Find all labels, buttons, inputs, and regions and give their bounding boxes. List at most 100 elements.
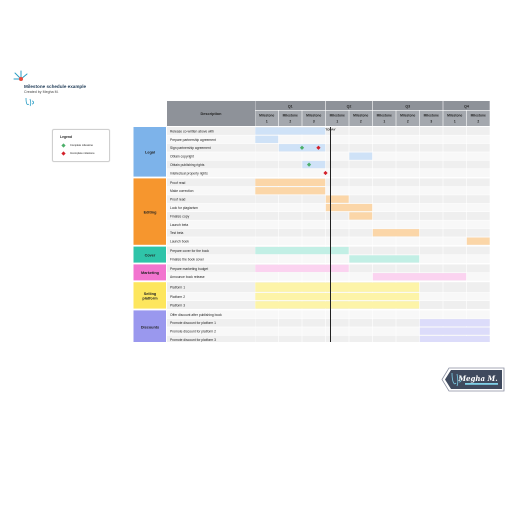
- task-row: [167, 335, 255, 344]
- grid-cell: [349, 186, 373, 195]
- task-row: [167, 264, 255, 273]
- grid-cell: [443, 186, 467, 195]
- grid-cell: [255, 143, 279, 152]
- grid-cell: [325, 160, 349, 169]
- grid-cell: [255, 195, 279, 204]
- task-bar: [255, 246, 349, 255]
- grid-cell: [443, 212, 467, 220]
- milestone-header-label: Milestone: [306, 114, 321, 118]
- grid-cell: [443, 152, 467, 161]
- grid-cell: [325, 186, 349, 195]
- task-row: [167, 301, 255, 309]
- grid-cell: [255, 237, 279, 246]
- grid-cell: [466, 301, 490, 309]
- grid-cell: [466, 282, 490, 293]
- milestone-header-label: Milestone: [283, 114, 298, 118]
- task-label: Launch book: [170, 240, 189, 244]
- grid-cell: [443, 220, 467, 229]
- grid-cell: [372, 169, 396, 177]
- incomplete-milestone-marker: [323, 170, 328, 176]
- grid-cell: [278, 335, 302, 344]
- milestone-header-number: 1: [266, 120, 268, 124]
- task-label: Look for plagiarism: [170, 206, 198, 210]
- task-label: Release co-written above with: [170, 129, 214, 133]
- milestone-header-label: Milestone: [424, 114, 439, 118]
- legend-item-incomplete: Incomplete milestone: [61, 151, 95, 156]
- grid-cell: [443, 301, 467, 309]
- task-row: [167, 272, 255, 281]
- today-label: TODAY: [325, 128, 335, 132]
- grid-cell: [396, 160, 420, 169]
- task-label: Offer discount after publishing book: [170, 313, 222, 317]
- task-label: Promote discount for platform 3: [170, 338, 216, 342]
- watermark-text: Megha M.: [457, 374, 497, 383]
- group-label: Cover: [145, 253, 156, 257]
- grid-cell: [419, 282, 443, 293]
- grid-cell: [372, 152, 396, 161]
- task-bar: [419, 327, 490, 335]
- milestone-header-label: Milestone: [471, 114, 486, 118]
- milestone-header-number: 2: [407, 120, 409, 124]
- task-row: [167, 292, 255, 301]
- page-subtitle: Created by Megha M.: [24, 90, 59, 94]
- quarter-header-cell: [325, 101, 373, 110]
- grid-cell: [443, 282, 467, 293]
- grid-cell: [443, 169, 467, 177]
- grid-cell: [396, 220, 420, 229]
- task-bar: [466, 237, 490, 245]
- task-label: Platform 2: [170, 295, 185, 299]
- grid-cell: [325, 169, 349, 177]
- grid-cell: [349, 228, 373, 237]
- task-bar: [255, 127, 326, 135]
- grid-cell: [302, 203, 326, 212]
- task-row: [167, 246, 255, 255]
- grid-cell: [255, 160, 279, 169]
- grid-cell: [278, 318, 302, 327]
- task-label: Promote discount for platform 2: [170, 330, 216, 334]
- grid-cell: [466, 186, 490, 195]
- grid-cell: [372, 246, 396, 255]
- grid-cell: [443, 195, 467, 204]
- grid-cell: [349, 318, 373, 327]
- task-row: [167, 152, 255, 161]
- grid-cell: [278, 203, 302, 212]
- grid-cell: [372, 135, 396, 144]
- grid-cell: [443, 160, 467, 169]
- milestone-header-label: Milestone: [447, 114, 462, 118]
- grid-cell: [466, 220, 490, 229]
- grid-cell: [325, 255, 349, 263]
- task-label: Obtain publishing rights: [170, 163, 205, 167]
- task-bar: [255, 187, 326, 195]
- grid-cell: [372, 220, 396, 229]
- grid-cell: [302, 169, 326, 177]
- task-bar: [255, 135, 279, 143]
- grid-cell: [278, 255, 302, 263]
- grid-cell: [396, 169, 420, 177]
- task-label: Make correction: [170, 189, 194, 193]
- task-row: [167, 255, 255, 263]
- grid-cell: [466, 127, 490, 135]
- grid-cell: [443, 143, 467, 152]
- grid-cell: [325, 327, 349, 336]
- grid-cell: [443, 310, 467, 319]
- grid-cell: [349, 310, 373, 319]
- signature-mark-icon: [25, 97, 34, 107]
- grid-cell: [325, 237, 349, 246]
- legend-item-complete: Complete milestone: [61, 143, 93, 148]
- grid-cell: [302, 228, 326, 237]
- grid-cell: [349, 246, 373, 255]
- task-bar: [255, 178, 326, 186]
- task-label: Sign partnership agreement: [170, 146, 211, 150]
- grid-cell: [325, 212, 349, 220]
- task-label: Platform 1: [170, 286, 185, 290]
- task-bar: [255, 301, 420, 309]
- diamond-icon: [61, 151, 66, 156]
- group-label: platform: [142, 297, 158, 301]
- grid-cell: [372, 127, 396, 135]
- quarter-header: Q4: [464, 104, 469, 108]
- milestone-header-cell: [443, 110, 467, 126]
- grid-cell: [466, 310, 490, 319]
- page-title: Milestone schedule example: [24, 84, 87, 89]
- group-label: Selling: [144, 292, 157, 296]
- grid-cell: [443, 264, 467, 273]
